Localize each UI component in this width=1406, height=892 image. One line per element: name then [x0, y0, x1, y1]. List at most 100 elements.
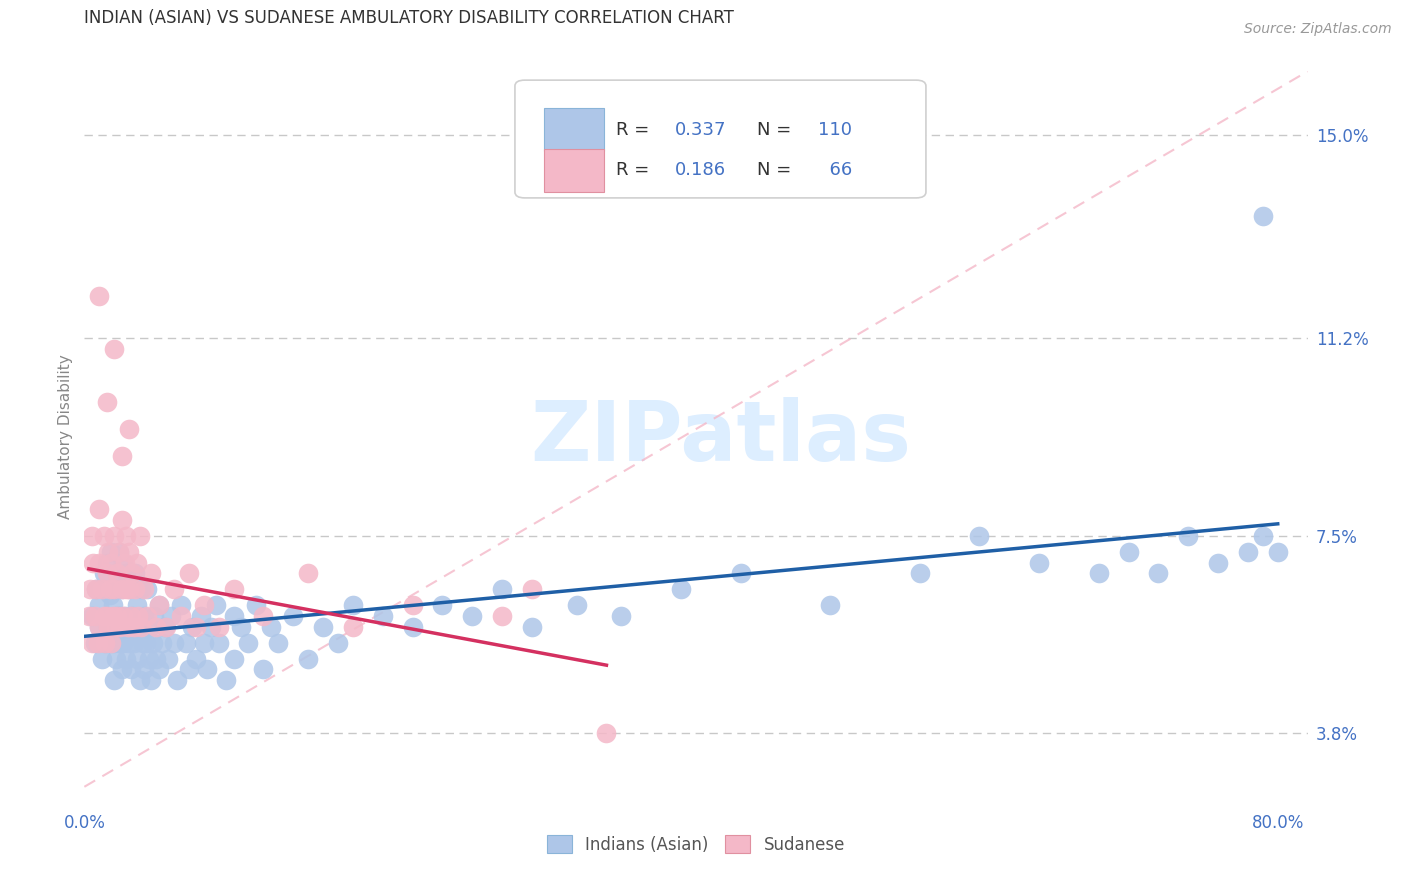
Point [118, 635, 141, 649]
Text: 66: 66 [818, 161, 852, 179]
Point [1177, 529, 1199, 543]
Point [131, 635, 153, 649]
Point [186, 651, 208, 665]
Point [105, 609, 128, 624]
Point [124, 582, 146, 597]
Point [1147, 566, 1170, 581]
Point [107, 635, 129, 649]
Point [326, 635, 349, 649]
Point [138, 651, 160, 665]
Point [96, 556, 118, 570]
Point [1237, 545, 1260, 559]
Point [82, 556, 104, 570]
Point [215, 673, 238, 687]
Point [101, 609, 124, 624]
Point [120, 662, 142, 676]
Point [195, 662, 218, 676]
Point [312, 619, 335, 633]
Point [80, 529, 103, 543]
Point [83, 609, 105, 624]
Point [141, 566, 163, 581]
Point [96, 566, 118, 581]
Point [142, 635, 165, 649]
Point [163, 582, 186, 597]
Point [122, 619, 145, 633]
Point [89, 619, 111, 633]
Point [1206, 556, 1229, 570]
Point [148, 599, 170, 613]
Point [177, 566, 200, 581]
Point [107, 545, 129, 559]
Point [115, 651, 138, 665]
Point [118, 582, 141, 597]
Point [111, 582, 134, 597]
Point [1118, 545, 1140, 559]
Point [193, 599, 215, 613]
Point [127, 619, 149, 633]
Point [89, 502, 111, 516]
Point [79, 582, 101, 597]
Point [120, 609, 142, 624]
Point [125, 556, 148, 570]
Point [101, 599, 124, 613]
Point [94, 635, 117, 649]
Point [1028, 556, 1050, 570]
Point [112, 556, 135, 570]
Point [124, 566, 146, 581]
Point [77, 609, 100, 624]
Point [908, 566, 931, 581]
Point [128, 529, 150, 543]
Point [97, 619, 120, 633]
Point [118, 545, 141, 559]
Point [105, 566, 128, 581]
Point [136, 582, 159, 597]
Point [432, 599, 454, 613]
Text: INDIAN (ASIAN) VS SUDANESE AMBULATORY DISABILITY CORRELATION CHART: INDIAN (ASIAN) VS SUDANESE AMBULATORY DI… [84, 10, 734, 28]
Point [207, 619, 229, 633]
Point [96, 609, 118, 624]
Point [118, 582, 141, 597]
Text: 0.337: 0.337 [675, 121, 727, 139]
Point [148, 599, 170, 613]
Point [145, 619, 167, 633]
Point [125, 599, 148, 613]
Point [297, 651, 319, 665]
Point [260, 619, 283, 633]
Point [1087, 566, 1109, 581]
Point [115, 529, 138, 543]
Text: R =: R = [616, 161, 655, 179]
Point [141, 673, 163, 687]
Point [121, 609, 143, 624]
Point [89, 599, 111, 613]
Point [98, 588, 121, 602]
Point [114, 556, 136, 570]
Text: ZIPatlas: ZIPatlas [530, 397, 911, 477]
Point [160, 609, 183, 624]
Point [174, 635, 197, 649]
Point [491, 582, 513, 597]
Point [89, 288, 111, 302]
Point [107, 545, 129, 559]
Point [100, 635, 122, 649]
Text: N =: N = [758, 121, 797, 139]
Point [153, 619, 176, 633]
Point [1251, 209, 1274, 223]
Point [112, 635, 135, 649]
Point [595, 726, 617, 740]
Point [207, 635, 229, 649]
Point [108, 619, 131, 633]
Point [121, 566, 143, 581]
Point [93, 529, 115, 543]
Point [115, 566, 138, 581]
Point [104, 651, 127, 665]
Point [84, 582, 107, 597]
Point [93, 566, 115, 581]
Point [128, 673, 150, 687]
Point [245, 599, 267, 613]
FancyBboxPatch shape [515, 80, 927, 198]
Point [730, 566, 752, 581]
Point [118, 422, 141, 436]
Point [156, 651, 179, 665]
Point [1267, 545, 1289, 559]
Point [267, 635, 290, 649]
